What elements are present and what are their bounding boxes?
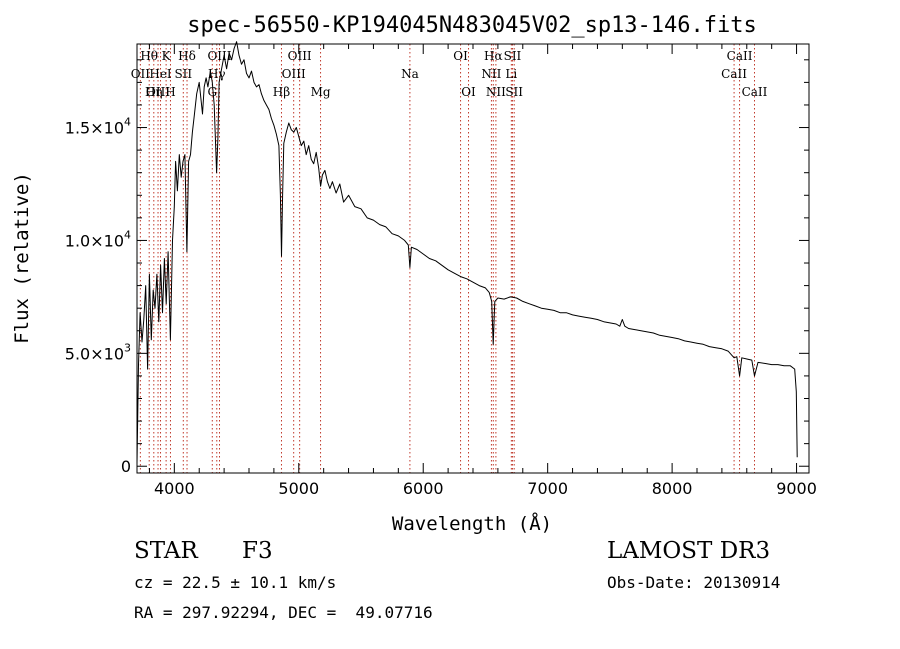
- object-subclass: F3: [242, 538, 273, 564]
- y-tick-label: 1.5×104: [65, 116, 131, 138]
- marker-label: OII: [131, 67, 151, 81]
- x-tick-label: 5000: [278, 479, 319, 498]
- redshift-readout: cz = 22.5 ± 10.1 km/s: [134, 573, 337, 592]
- marker-label: SII: [504, 49, 522, 63]
- observation-date: Obs-Date: 20130914: [607, 573, 781, 592]
- y-tick-label: 1.0×104: [65, 228, 131, 250]
- object-class: STAR: [134, 538, 198, 564]
- marker-label: NII: [486, 85, 506, 99]
- marker-label: Hδ: [178, 49, 196, 63]
- marker-label: CaII: [742, 85, 768, 99]
- marker-label: Na: [401, 67, 419, 81]
- marker-label: Li: [505, 67, 517, 81]
- x-axis: 4000 5000 6000 7000 8000 9000: [148, 44, 817, 498]
- marker-label: NII: [481, 67, 501, 81]
- x-tick-label: 4000: [154, 479, 195, 498]
- x-tick-label: 7000: [527, 479, 568, 498]
- x-axis-label: Wavelength (Å): [392, 512, 552, 535]
- y-axis-label: Flux (relative): [11, 172, 33, 344]
- marker-label: Hβ: [273, 85, 290, 99]
- coordinates-readout: RA = 297.92294, DEC = 49.07716: [134, 603, 433, 622]
- plot-frame: [136, 43, 810, 474]
- marker-label: Hθ: [140, 49, 158, 63]
- y-tick-label: 0: [121, 457, 131, 476]
- survey-name: LAMOST DR3: [607, 538, 771, 564]
- marker-label: G: [207, 85, 217, 99]
- spectral-line-markers: [139, 44, 755, 473]
- x-tick-label: 9000: [776, 479, 817, 498]
- marker-label: H: [165, 85, 175, 99]
- marker-label: Mg: [311, 85, 331, 99]
- x-tick-label: 8000: [652, 479, 693, 498]
- marker-label: OIII: [282, 67, 306, 81]
- marker-label: CaII: [721, 67, 747, 81]
- marker-label: SII: [505, 85, 523, 99]
- marker-label: OI: [453, 49, 468, 63]
- chart-title: spec-56550-KP194045N483045V02_sp13-146.f…: [187, 13, 757, 38]
- marker-label: CaII: [727, 49, 753, 63]
- marker-label: SII: [174, 67, 192, 81]
- marker-label: OIII: [207, 49, 231, 63]
- y-tick-label: 5.0×103: [65, 341, 131, 363]
- spectrum-line: [136, 41, 798, 465]
- x-tick-label: 6000: [403, 479, 444, 498]
- marker-label: HeI: [149, 67, 172, 81]
- marker-label: OIII: [288, 49, 312, 63]
- marker-label: OIII: [146, 85, 170, 99]
- y-axis: 0 5.0×103 1.0×104 1.5×104: [65, 59, 809, 476]
- marker-label: K: [162, 49, 172, 63]
- marker-label: Hα: [484, 49, 503, 63]
- marker-label: OI: [461, 85, 476, 99]
- marker-label: Hη: [145, 85, 163, 99]
